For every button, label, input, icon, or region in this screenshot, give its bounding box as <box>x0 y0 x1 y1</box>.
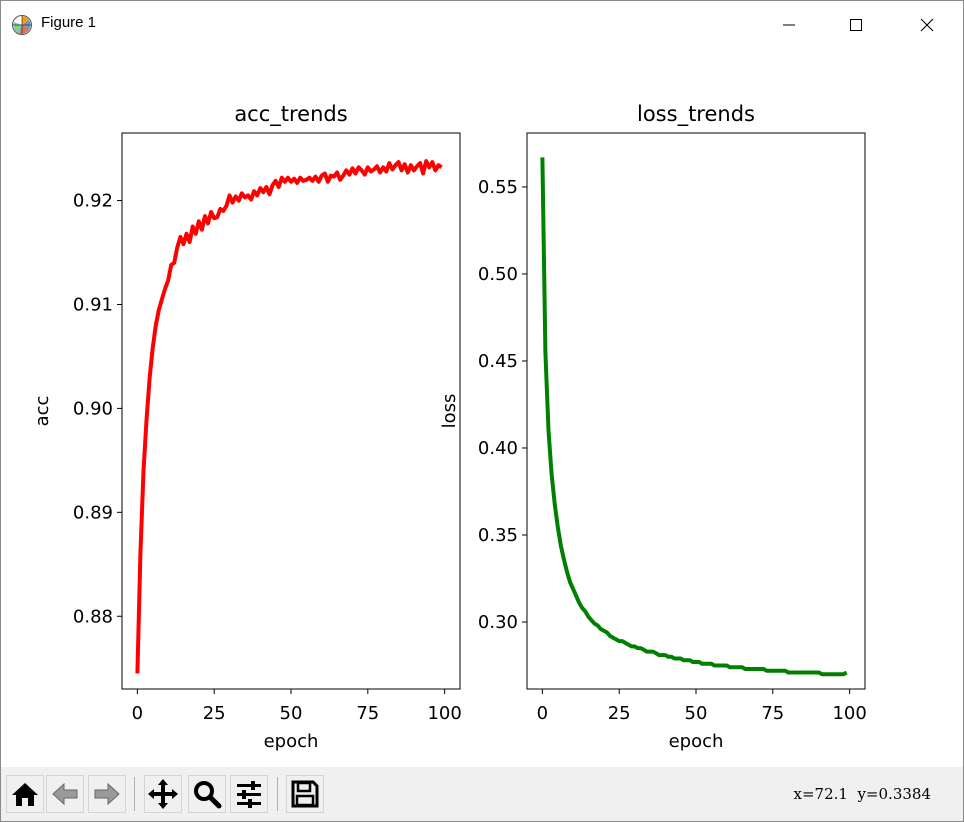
back-button[interactable] <box>46 775 84 813</box>
zoom-button[interactable] <box>188 775 226 813</box>
chart-1-series-line-1 <box>135 159 443 674</box>
chart-1-xtick-label: 75 <box>356 703 379 724</box>
chart-2-xtick-label: 50 <box>685 703 708 724</box>
toolbar-separator <box>134 777 135 811</box>
chart-2-axes-frame <box>526 132 866 690</box>
chart-1-ytick-label: 0.91 <box>73 294 113 315</box>
chart-1-ytick-label: 0.90 <box>73 398 113 419</box>
minimize-button[interactable] <box>761 1 817 49</box>
chart-1-ytick-label: 0.89 <box>73 502 113 523</box>
save-button[interactable] <box>286 775 324 813</box>
figure-svg: 0 25 50 75 100 0.88 0.89 0.90 0.91 0.92 acc_trends… <box>32 102 867 752</box>
figure-canvas[interactable]: 0 25 50 75 100 0.88 0.89 0.90 0.91 0.92 acc_trends… <box>1 49 963 767</box>
chart-2-series-line-1 <box>540 157 848 677</box>
minimize-icon <box>783 24 795 26</box>
chart-2: 0 25 50 75 100 0.30 0.35 0.40 0.45 0.50 0.55 loss_t… <box>439 102 867 752</box>
chart-2-xlabel: epoch <box>669 731 724 752</box>
chart-2-ylabel: loss <box>439 394 460 429</box>
arrow-left-icon <box>52 782 78 806</box>
window-title: Figure 1 <box>41 14 97 31</box>
chart-1-title: acc_trends <box>234 102 347 127</box>
chart-2-ytick-label: 0.30 <box>478 612 518 633</box>
chart-1-axes-frame <box>121 132 461 690</box>
move-icon <box>148 779 178 809</box>
chart-2-xtick-label: 0 <box>537 703 548 724</box>
subplots-button[interactable] <box>230 775 268 813</box>
chart-2-xtick-label: 25 <box>608 703 631 724</box>
chart-2-xtick-label: 100 <box>832 703 866 724</box>
chart-2-ytick-label: 0.50 <box>478 264 518 285</box>
chart-2-ytick-label: 0.45 <box>478 351 518 372</box>
home-icon <box>12 783 38 806</box>
chart-1-xtick-label: 50 <box>280 703 303 724</box>
maximize-icon <box>850 19 862 31</box>
chart-1-xtick-label: 0 <box>132 703 143 724</box>
title-bar[interactable]: Figure 1 <box>1 1 963 49</box>
cursor-coordinates: x=72.1 y=0.3384 <box>793 785 932 803</box>
chart-1-xtick-label: 25 <box>203 703 226 724</box>
toolbar-separator <box>277 777 278 811</box>
chart-1-ytick-label: 0.92 <box>73 191 113 212</box>
chart-1-xlabel: epoch <box>264 731 319 752</box>
arrow-right-icon <box>94 782 120 806</box>
chart-2-ytick-label: 0.55 <box>478 177 518 198</box>
forward-button[interactable] <box>88 775 126 813</box>
chart-1-ytick-label: 0.88 <box>73 606 113 627</box>
close-button[interactable] <box>899 1 955 49</box>
sliders-icon <box>237 781 261 808</box>
matplotlib-icon <box>12 15 32 35</box>
navigation-toolbar: x=72.1 y=0.3384 <box>1 767 963 821</box>
pan-button[interactable] <box>144 775 182 813</box>
magnifier-icon <box>194 781 222 809</box>
floppy-disk-icon <box>291 780 319 808</box>
chart-2-title: loss_trends <box>637 102 755 127</box>
chart-1: 0 25 50 75 100 0.88 0.89 0.90 0.91 0.92 acc_trends… <box>32 102 462 752</box>
close-icon <box>920 18 934 32</box>
chart-1-ylabel: acc <box>32 396 53 427</box>
chart-2-xtick-label: 75 <box>761 703 784 724</box>
chart-1-xtick-label: 100 <box>427 703 461 724</box>
chart-2-ytick-label: 0.40 <box>478 438 518 459</box>
maximize-button[interactable] <box>828 1 884 49</box>
home-button[interactable] <box>6 775 44 813</box>
chart-2-ytick-label: 0.35 <box>478 525 518 546</box>
